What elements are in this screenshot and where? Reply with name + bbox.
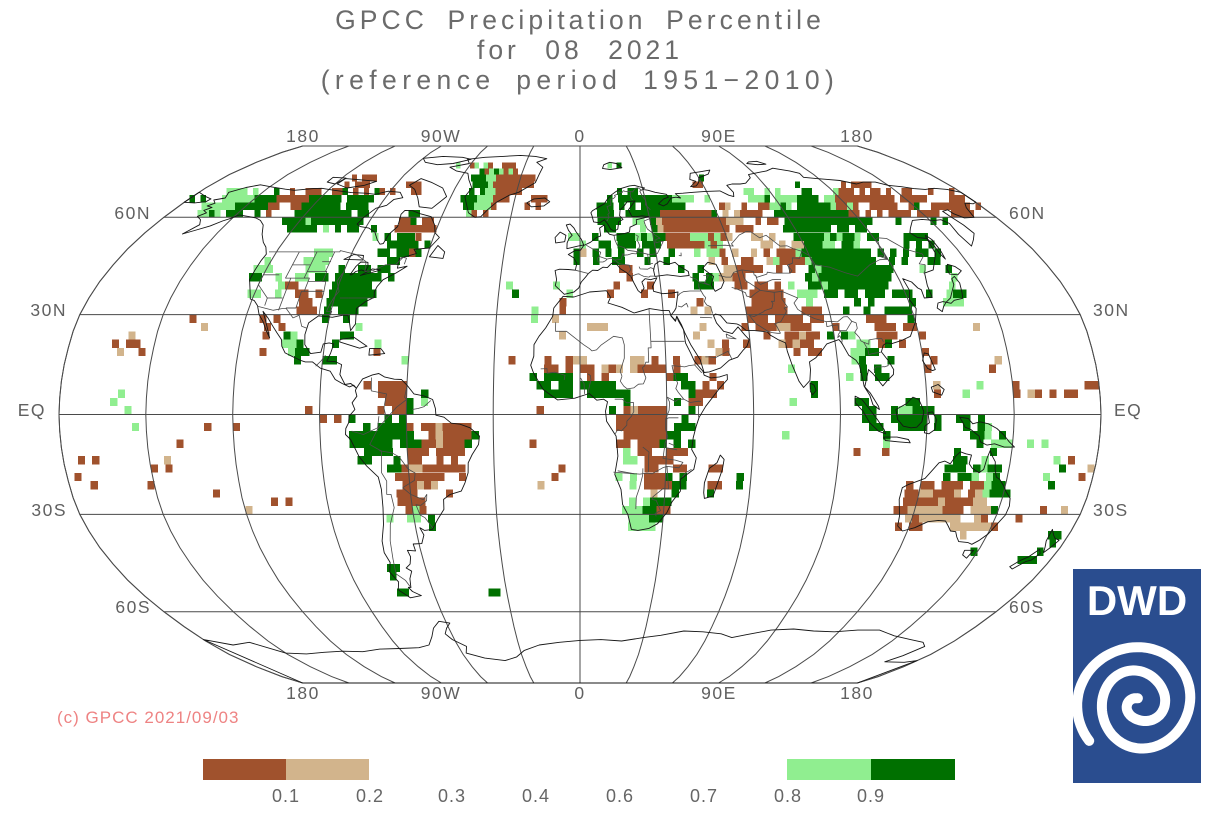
svg-text:30S: 30S: [31, 500, 67, 520]
svg-text:90W: 90W: [421, 683, 461, 703]
svg-text:180: 180: [286, 126, 320, 146]
svg-text:0: 0: [574, 683, 585, 703]
svg-text:90E: 90E: [701, 126, 737, 146]
svg-text:90W: 90W: [421, 126, 461, 146]
svg-text:180: 180: [840, 683, 874, 703]
svg-text:60S: 60S: [1009, 597, 1045, 617]
svg-text:180: 180: [286, 683, 320, 703]
svg-text:EQ: EQ: [18, 400, 46, 420]
svg-text:90E: 90E: [701, 683, 737, 703]
svg-text:30N: 30N: [30, 300, 67, 320]
svg-text:60N: 60N: [1009, 203, 1046, 223]
svg-text:30N: 30N: [1093, 300, 1130, 320]
svg-text:0: 0: [574, 126, 585, 146]
svg-text:30S: 30S: [1093, 500, 1129, 520]
svg-text:60N: 60N: [114, 203, 151, 223]
svg-text:EQ: EQ: [1114, 400, 1142, 420]
svg-text:60S: 60S: [115, 597, 151, 617]
svg-text:180: 180: [840, 126, 874, 146]
